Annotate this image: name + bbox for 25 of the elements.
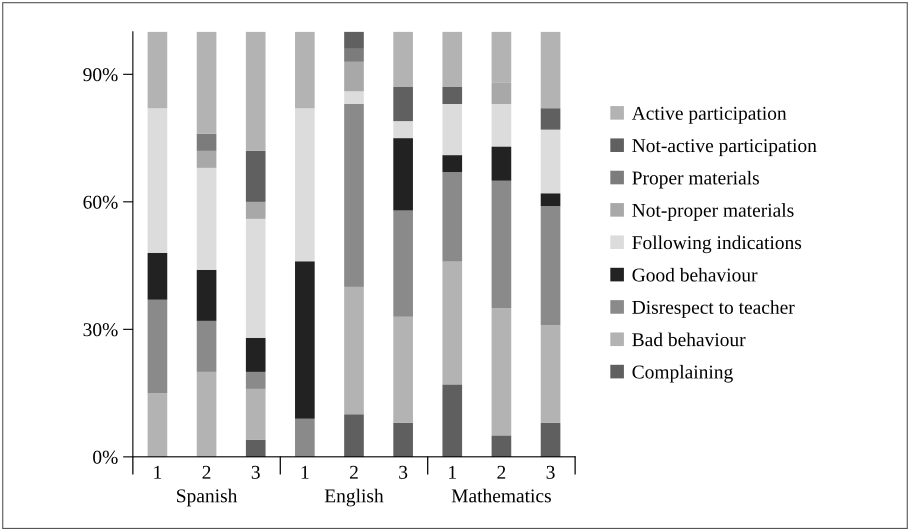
legend-label: Proper materials bbox=[632, 170, 759, 188]
text: Spanish bbox=[177, 488, 238, 506]
legend-label: Good behaviour bbox=[632, 268, 758, 282]
legend-label: Disrespect to teacher bbox=[632, 300, 795, 318]
text: English bbox=[324, 488, 384, 506]
x-tick-label: 3 bbox=[252, 466, 260, 479]
y-tick-label: 0% bbox=[93, 450, 118, 464]
legend-label: Following indications bbox=[632, 236, 802, 254]
y-tick-label: 30% bbox=[84, 323, 118, 336]
x-tick-label: 2 bbox=[202, 466, 210, 479]
x-tick-label: 1 bbox=[154, 466, 162, 479]
x-tick-label: 2 bbox=[350, 466, 358, 479]
x-tick-label: 3 bbox=[546, 466, 555, 479]
legend-label: Bad behaviour bbox=[632, 332, 746, 346]
legend-label: Not-active participation bbox=[632, 139, 817, 156]
x-tick-label: 1 bbox=[449, 466, 456, 479]
legend-label: Not-proper materials bbox=[632, 203, 794, 221]
legend-label: Active participation bbox=[632, 106, 786, 124]
text: Mathematics bbox=[452, 488, 551, 502]
x-tick-label: 1 bbox=[302, 466, 309, 479]
x-tick-label: 3 bbox=[399, 466, 408, 479]
legend-label: Complaining bbox=[632, 364, 733, 383]
x-tick-label: 2 bbox=[497, 466, 506, 479]
y-tick-label: 60% bbox=[83, 196, 118, 209]
y-tick-label: 90% bbox=[83, 68, 118, 82]
